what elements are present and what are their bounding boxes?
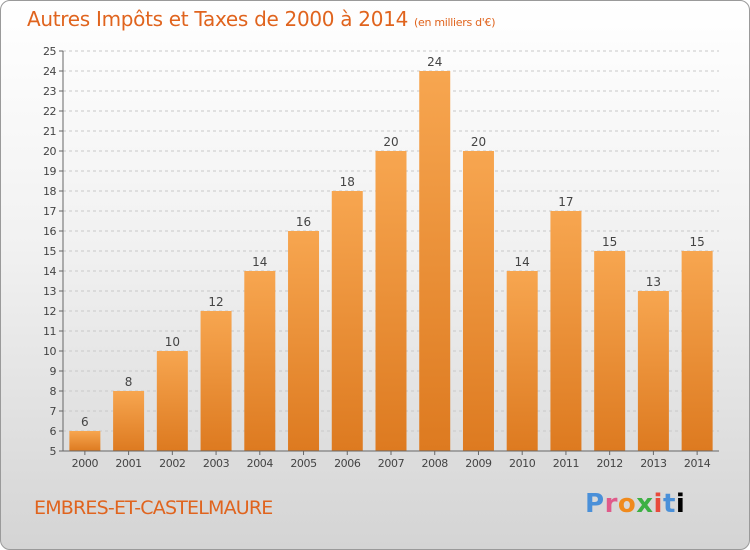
y-tick-label: 6	[50, 425, 57, 438]
bar	[506, 271, 538, 451]
bar-value-label: 12	[208, 295, 223, 309]
logo-letter: x	[636, 489, 654, 519]
x-tick-label: 2013	[640, 457, 667, 470]
commune-name: EMBRES-ET-CASTELMAURE	[34, 497, 273, 519]
x-tick-label: 2004	[247, 457, 274, 470]
y-tick-label: 18	[43, 185, 56, 198]
x-tick-label: 2000	[72, 457, 99, 470]
y-tick-label: 24	[43, 65, 56, 78]
bar-value-label: 6	[81, 415, 89, 429]
bar-value-label: 14	[252, 255, 267, 269]
bar	[288, 231, 320, 451]
x-tick-label: 2010	[509, 457, 536, 470]
bar-value-label: 24	[427, 55, 442, 69]
bar	[113, 391, 145, 451]
bar-value-label: 8	[125, 375, 133, 389]
chart-title-text: Autres Impôts et Taxes de 2000 à 2014	[27, 7, 408, 31]
y-tick-label: 19	[43, 165, 56, 178]
y-tick-label: 8	[50, 385, 57, 398]
x-tick-label: 2005	[290, 457, 317, 470]
bar-value-label: 18	[340, 175, 355, 189]
chart-title: Autres Impôts et Taxes de 2000 à 2014 (en…	[27, 7, 495, 31]
x-tick-label: 2002	[159, 457, 185, 470]
y-tick-label: 9	[50, 365, 57, 378]
bar	[681, 251, 713, 451]
bar	[419, 71, 451, 451]
bar-value-label: 10	[165, 335, 180, 349]
bar	[594, 251, 626, 451]
bar	[156, 351, 188, 451]
chart-subtitle: (en milliers d'€)	[414, 16, 496, 29]
y-tick-label: 14	[43, 265, 56, 278]
x-tick-label: 2006	[334, 457, 361, 470]
y-tick-label: 25	[43, 45, 56, 58]
bar-value-label: 17	[558, 195, 573, 209]
x-tick-label: 2003	[203, 457, 230, 470]
y-tick-label: 17	[43, 205, 56, 218]
bar	[462, 151, 494, 451]
y-tick-label: 21	[43, 125, 56, 138]
bar	[69, 431, 101, 451]
y-tick-label: 5	[50, 445, 57, 458]
x-tick-label: 2012	[596, 457, 622, 470]
y-tick-label: 11	[43, 325, 56, 338]
bar	[550, 211, 582, 451]
bar-value-label: 20	[383, 135, 398, 149]
y-tick-label: 15	[43, 245, 56, 258]
y-tick-label: 13	[43, 285, 56, 298]
y-tick-label: 7	[50, 405, 57, 418]
bar	[331, 191, 363, 451]
logo-letter: P	[585, 489, 605, 519]
bar-value-label: 13	[646, 275, 661, 289]
x-tick-label: 2014	[684, 457, 711, 470]
bar-value-label: 14	[515, 255, 530, 269]
bar	[200, 311, 232, 451]
bar-value-label: 16	[296, 215, 311, 229]
y-tick-label: 23	[43, 85, 56, 98]
y-tick-label: 10	[43, 345, 56, 358]
bar-value-label: 20	[471, 135, 486, 149]
x-tick-label: 2007	[378, 457, 405, 470]
bar	[637, 291, 669, 451]
y-tick-label: 16	[43, 225, 56, 238]
y-tick-label: 22	[43, 105, 56, 118]
logo-letter: r	[604, 489, 618, 519]
y-tick-label: 20	[43, 145, 56, 158]
y-tick-label: 12	[43, 305, 56, 318]
x-tick-label: 2008	[422, 457, 449, 470]
bar-value-label: 15	[602, 235, 617, 249]
x-tick-label: 2009	[465, 457, 492, 470]
bar-value-label: 15	[689, 235, 704, 249]
logo-letter: i	[653, 489, 663, 519]
bar	[244, 271, 276, 451]
proxiti-logo[interactable]: Proxiti	[585, 489, 685, 519]
x-tick-label: 2001	[115, 457, 141, 470]
logo-letter: t	[662, 489, 676, 519]
x-tick-label: 2011	[553, 457, 579, 470]
logo-letter: o	[617, 489, 637, 519]
logo-letter: i	[675, 489, 686, 519]
bar	[375, 151, 407, 451]
